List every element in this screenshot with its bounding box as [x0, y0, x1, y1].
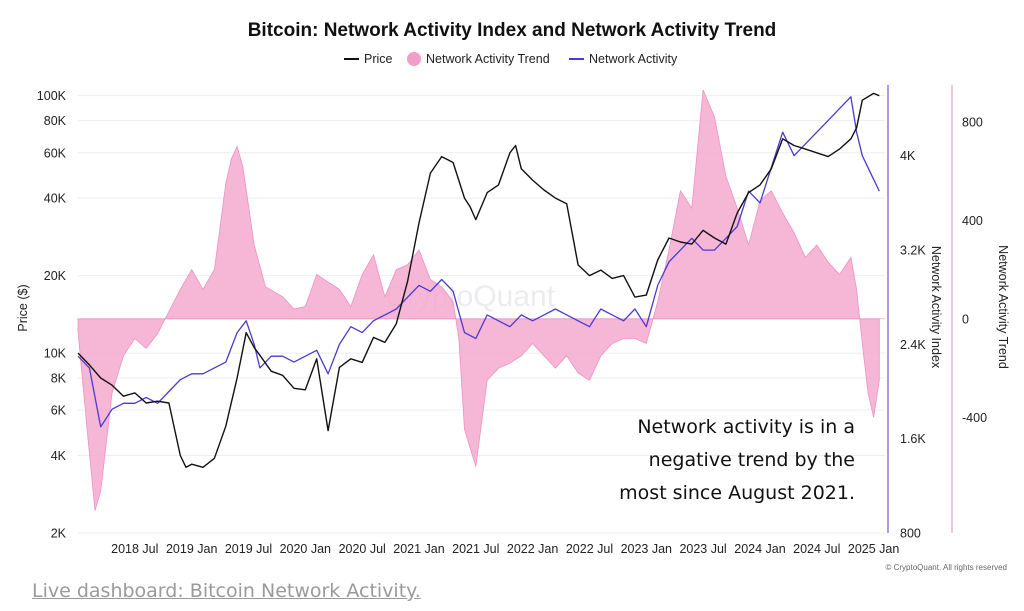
y-left-tick-label: 10K — [44, 347, 67, 361]
x-tick-label: 2018 Jul — [111, 542, 158, 556]
legend-trend-swatch — [407, 52, 421, 66]
annotation: Network activity is in a negative trend … — [619, 416, 855, 504]
y-right1-axis-label: Network Activity Index — [929, 246, 943, 369]
legend-trend-label[interactable]: Network Activity Trend — [426, 52, 550, 66]
network-activity-trend-area — [77, 89, 880, 511]
x-tick-label: 2024 Jul — [793, 542, 840, 556]
y-left-tick-label: 8K — [51, 372, 67, 386]
network-activity-line — [77, 96, 880, 428]
y-right1-tick-label: 4K — [900, 149, 916, 163]
x-tick-label: 2022 Jan — [507, 542, 558, 556]
chart-title: Bitcoin: Network Activity Index and Netw… — [248, 20, 777, 41]
y-left-tick-label: 80K — [44, 114, 67, 128]
axis-ticks: 2K 4K 6K 8K 10K 20K 40K 60K 80K 100K 800 1.6K 2.4K 3.… — [37, 89, 987, 556]
x-tick-label: 2019 Jan — [166, 542, 217, 556]
series-lines-layer — [77, 92, 880, 468]
y-left-tick-label: 20K — [44, 269, 67, 283]
y-left-tick-label: 100K — [37, 89, 67, 103]
annotation-line-2: negative trend by the — [649, 449, 855, 471]
y-right2-tick-label: 800 — [962, 115, 983, 129]
x-tick-label: 2023 Jan — [621, 542, 672, 556]
y-left-axis-label: Price ($) — [16, 284, 30, 331]
y-right2-tick-label: -400 — [962, 411, 987, 425]
copyright-credit: © CryptoQuant. All rights reserved — [886, 563, 1008, 572]
legend-price-label[interactable]: Price — [364, 52, 393, 66]
x-tick-label: 2024 Jan — [734, 542, 785, 556]
price-line — [77, 92, 880, 468]
y-right2-tick-label: 400 — [962, 214, 983, 228]
x-tick-label: 2022 Jul — [566, 542, 613, 556]
trend-area-layer — [77, 89, 885, 511]
legend: Price Network Activity Trend Network Act… — [344, 52, 678, 66]
y-right1-tick-label: 800 — [900, 527, 921, 541]
y-right2-tick-label: 0 — [962, 312, 969, 326]
y-right2-axis-label: Network Activity Trend — [996, 245, 1010, 369]
y-right1-tick-label: 3.2K — [900, 244, 926, 258]
x-tick-label: 2020 Jan — [280, 542, 331, 556]
live-dashboard-link[interactable]: Live dashboard: Bitcoin Network Activity… — [32, 580, 421, 602]
x-tick-label: 2023 Jul — [679, 542, 726, 556]
y-left-tick-label: 6K — [51, 404, 67, 418]
x-tick-label: 2020 Jul — [339, 542, 386, 556]
y-left-tick-label: 2K — [51, 527, 67, 541]
x-tick-label: 2021 Jan — [393, 542, 444, 556]
x-tick-label: 2025 Jan — [848, 542, 899, 556]
y-right1-tick-label: 1.6K — [900, 432, 926, 446]
annotation-line-1: Network activity is in a — [637, 416, 855, 438]
y-left-tick-label: 40K — [44, 192, 67, 206]
x-tick-label: 2021 Jul — [452, 542, 499, 556]
x-tick-label: 2019 Jul — [225, 542, 272, 556]
y-left-tick-label: 60K — [44, 146, 67, 160]
y-right1-tick-label: 2.4K — [900, 338, 926, 352]
legend-activity-label[interactable]: Network Activity — [589, 52, 678, 66]
y-left-tick-label: 4K — [51, 449, 67, 463]
annotation-line-3: most since August 2021. — [619, 482, 855, 504]
